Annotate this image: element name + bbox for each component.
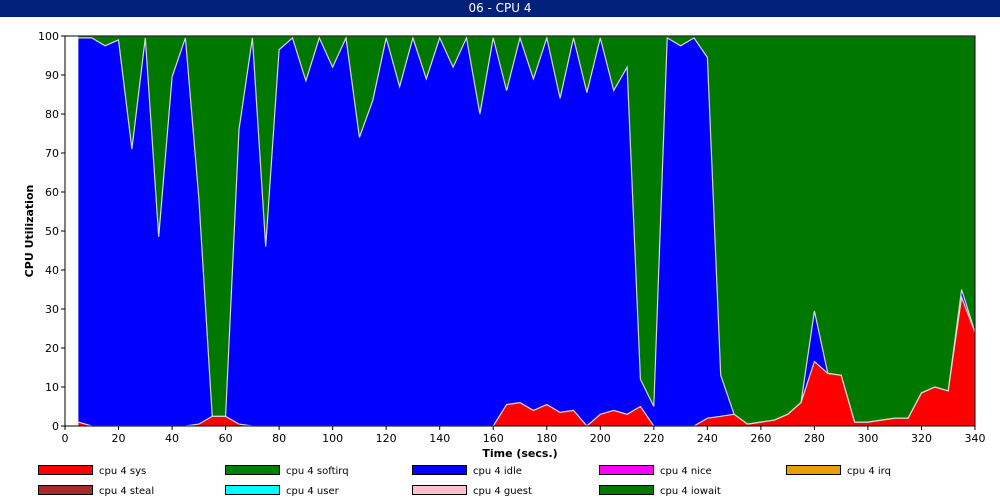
window-title: 06 - CPU 4 bbox=[468, 1, 532, 15]
legend-swatch bbox=[786, 465, 841, 475]
y-tick-label: 70 bbox=[45, 147, 59, 160]
y-tick-label: 0 bbox=[52, 420, 59, 433]
y-axis-ticks: 0 10 20 30 40 50 60 70 80 90 100 bbox=[38, 30, 65, 433]
x-tick-label: 240 bbox=[697, 432, 718, 445]
x-tick-label: 80 bbox=[272, 432, 286, 445]
x-tick-label: 160 bbox=[483, 432, 504, 445]
x-tick-label: 300 bbox=[857, 432, 878, 445]
x-tick-label: 100 bbox=[322, 432, 343, 445]
legend-label: cpu 4 guest bbox=[473, 486, 532, 497]
y-axis-title: CPU Utilization bbox=[23, 185, 36, 278]
y-tick-label: 30 bbox=[45, 303, 59, 316]
legend-swatch bbox=[412, 465, 467, 475]
legend-item-cpu-4-user: cpu 4 user bbox=[225, 485, 339, 499]
legend-item-cpu-4-nice: cpu 4 nice bbox=[599, 465, 712, 479]
legend-swatch bbox=[599, 485, 654, 495]
y-tick-label: 10 bbox=[45, 381, 59, 394]
x-tick-label: 140 bbox=[429, 432, 450, 445]
y-tick-label: 100 bbox=[38, 30, 59, 43]
legend-swatch bbox=[38, 465, 93, 475]
x-tick-label: 60 bbox=[219, 432, 233, 445]
legend-swatch bbox=[599, 465, 654, 475]
x-tick-label: 120 bbox=[376, 432, 397, 445]
boundary-cpu-4-sys bbox=[78, 294, 976, 427]
legend-item-cpu-4-idle: cpu 4 idle bbox=[412, 465, 522, 479]
legend-label: cpu 4 idle bbox=[473, 466, 522, 477]
legend-swatch bbox=[225, 485, 280, 495]
x-tick-label: 340 bbox=[965, 432, 986, 445]
legend-label: cpu 4 softirq bbox=[286, 466, 349, 477]
x-tick-label: 0 bbox=[62, 432, 69, 445]
x-axis-ticks: 0 20 40 60 80 100 120 140 160 180 200 220 240 260 280 3… bbox=[62, 426, 986, 445]
x-axis-title: Time (secs.) bbox=[482, 447, 557, 460]
chart-legend: cpu 4 sys cpu 4 softirq cpu 4 idle cpu 4 ni… bbox=[0, 461, 1000, 504]
window-title-bar: 06 - CPU 4 bbox=[0, 0, 1000, 17]
x-tick-label: 280 bbox=[804, 432, 825, 445]
x-tick-label: 180 bbox=[536, 432, 557, 445]
legend-label: cpu 4 sys bbox=[99, 466, 147, 477]
legend-item-cpu-4-irq: cpu 4 irq bbox=[786, 465, 891, 479]
x-tick-label: 260 bbox=[750, 432, 771, 445]
y-tick-label: 60 bbox=[45, 186, 59, 199]
x-tick-label: 220 bbox=[643, 432, 664, 445]
legend-label: cpu 4 iowait bbox=[660, 486, 721, 497]
legend-label: cpu 4 steal bbox=[99, 486, 155, 497]
legend-swatch bbox=[225, 465, 280, 475]
x-tick-label: 200 bbox=[590, 432, 611, 445]
y-tick-label: 20 bbox=[45, 342, 59, 355]
legend-item-cpu-4-sys: cpu 4 sys bbox=[38, 465, 146, 479]
stacked-areas bbox=[78, 36, 975, 427]
y-tick-label: 90 bbox=[45, 69, 59, 82]
y-tick-label: 50 bbox=[45, 225, 59, 238]
x-tick-label: 20 bbox=[112, 432, 126, 445]
legend-item-cpu-4-softirq: cpu 4 softirq bbox=[225, 465, 349, 479]
x-tick-label: 40 bbox=[165, 432, 179, 445]
legend-swatch bbox=[38, 485, 93, 495]
legend-label: cpu 4 irq bbox=[847, 466, 891, 477]
y-tick-label: 80 bbox=[45, 108, 59, 121]
legend-item-cpu-4-guest: cpu 4 guest bbox=[412, 485, 532, 499]
legend-item-cpu-4-iowait: cpu 4 iowait bbox=[599, 485, 721, 499]
cpu-utilization-chart: 0 20 40 60 80 100 120 140 160 180 200 220 240 260 280 3… bbox=[23, 30, 986, 460]
y-tick-label: 40 bbox=[45, 264, 59, 277]
boundary-cpu-4-idle bbox=[78, 35, 976, 425]
legend-item-cpu-4-steal: cpu 4 steal bbox=[38, 485, 154, 499]
area-cpu-4-idle bbox=[78, 37, 975, 427]
legend-swatch bbox=[412, 485, 467, 495]
legend-label: cpu 4 user bbox=[286, 486, 339, 497]
legend-label: cpu 4 nice bbox=[660, 466, 712, 477]
x-tick-label: 320 bbox=[911, 432, 932, 445]
area-cpu-4-iowait bbox=[78, 36, 975, 425]
